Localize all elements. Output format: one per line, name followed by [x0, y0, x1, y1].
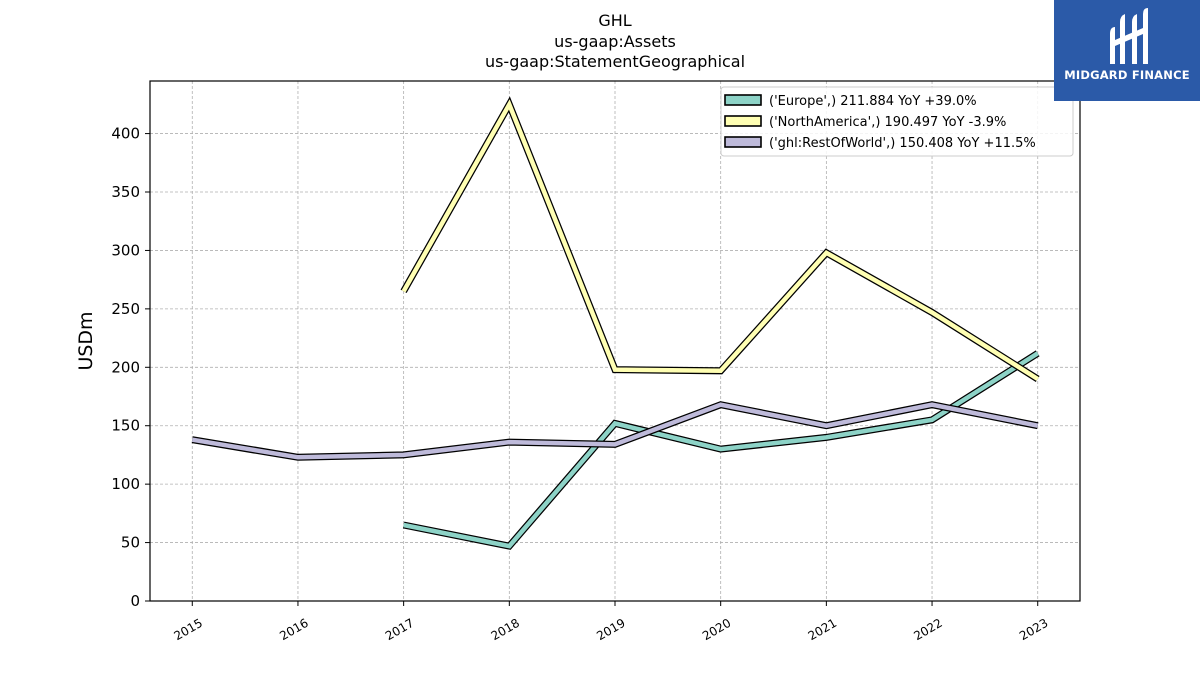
legend-item-1: ('NorthAmerica',) 190.497 YoY -3.9%	[724, 115, 1006, 130]
legend-item-0: ('Europe',) 211.884 YoY +39.0%	[724, 94, 977, 109]
x-tick-label: 2023	[1017, 616, 1050, 643]
legend-label: ('ghl:RestOfWorld',) 150.408 YoY +11.5%	[769, 136, 1036, 151]
y-tick-label: 50	[121, 534, 140, 552]
y-tick-label: 300	[111, 241, 140, 259]
legend-item-2: ('ghl:RestOfWorld',) 150.408 YoY +11.5%	[724, 136, 1036, 151]
series-stroke	[403, 351, 1039, 549]
series-line-0	[402, 350, 1040, 550]
x-tick-label: 2021	[806, 616, 839, 643]
series-line-2	[191, 401, 1039, 461]
y-axis-label: USDm	[75, 311, 97, 370]
legend: ('Europe',) 211.884 YoY +39.0% ('NorthAme…	[720, 86, 1074, 157]
legend-swatch	[724, 115, 762, 127]
x-tick-label: 2022	[911, 616, 944, 643]
series-layer	[191, 96, 1040, 550]
x-tick-label: 2018	[489, 616, 522, 643]
legend-swatch	[724, 136, 762, 148]
midgard-logo: MIDGARD FINANCE	[1054, 0, 1200, 101]
x-tick-label: 2020	[700, 616, 733, 643]
x-tick-label: 2019	[594, 616, 627, 643]
y-tick-label: 100	[111, 475, 140, 493]
series-stroke	[401, 99, 1039, 381]
y-tick-label: 0	[130, 592, 140, 610]
logo-text: MIDGARD FINANCE	[1064, 68, 1190, 82]
chart-subtitle-1: us-gaap:Assets	[554, 32, 676, 51]
series-line-1	[400, 96, 1040, 382]
series-stroke	[191, 402, 1039, 460]
midgard-logo-icon	[1110, 8, 1148, 64]
legend-label: ('Europe',) 211.884 YoY +39.0%	[769, 94, 977, 109]
y-tick-label: 150	[111, 417, 140, 435]
y-tick-label: 400	[111, 125, 140, 143]
grid-layer	[150, 81, 1080, 601]
y-tick-label: 250	[111, 300, 140, 318]
legend-frame	[720, 86, 1074, 157]
x-tick-label: 2017	[383, 616, 416, 643]
y-tick-label: 200	[111, 358, 140, 376]
chart-title: GHL	[598, 11, 632, 30]
legend-label: ('NorthAmerica',) 190.497 YoY -3.9%	[769, 115, 1006, 130]
legend-swatch	[724, 94, 762, 106]
x-tick-label: 2015	[172, 616, 205, 643]
x-tick-label: 2016	[277, 616, 310, 643]
axis-layer: 2015 2016 2017 2018 2019 2020 2021 2022 2023 0 50 1…	[111, 125, 1050, 644]
y-tick-label: 350	[111, 183, 140, 201]
chart-subtitle-2: us-gaap:StatementGeographical	[484, 52, 746, 71]
